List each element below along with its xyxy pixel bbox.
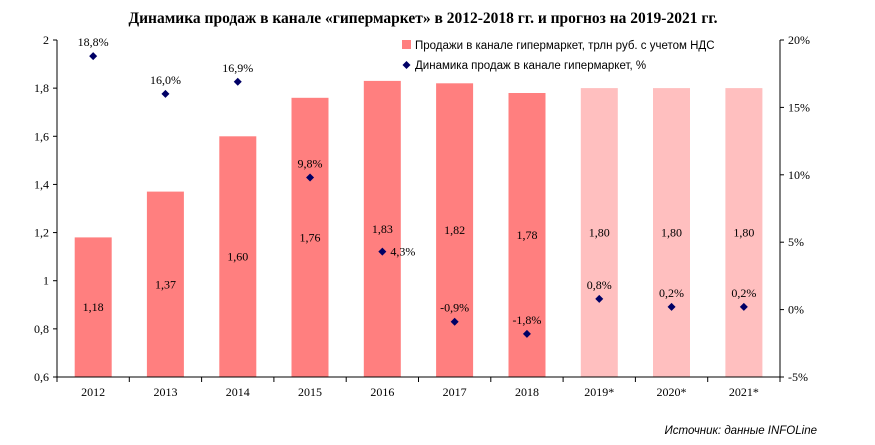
bar-2021* [725, 88, 763, 377]
x-tick-label: 2014 [226, 385, 250, 399]
y-right-tick-label: 15% [788, 100, 810, 114]
source-note: Источник: данные INFOLine [665, 425, 817, 437]
x-tick-label: 2019* [584, 385, 614, 399]
point-value-label: 9,8% [298, 156, 323, 170]
point-value-label: 18,8% [78, 35, 109, 49]
point-2016 [378, 247, 387, 256]
bar-value-label: 1,60 [227, 250, 248, 264]
y-right-tick-label: 10% [788, 168, 810, 182]
bar-value-label: 1,37 [155, 277, 176, 291]
bar-2018 [508, 93, 546, 377]
point-value-label: 0,2% [731, 286, 756, 300]
point-2013 [161, 89, 170, 98]
point-2018 [522, 329, 531, 338]
y-right-tick-label: 20% [788, 33, 810, 47]
point-2020* [667, 302, 676, 311]
x-tick-label: 2012 [81, 385, 105, 399]
y-right-tick-label: 0% [788, 303, 804, 317]
y-left-tick-label: 1,2 [34, 226, 49, 240]
bar-2013 [146, 191, 184, 377]
bars-layer [74, 80, 763, 378]
bar-2012 [74, 237, 112, 377]
y-left-tick-label: 1,6 [34, 129, 49, 143]
point-2021* [739, 302, 748, 311]
x-tick-label: 2017 [443, 385, 467, 399]
point-2019* [595, 294, 604, 303]
bar-2014 [219, 136, 257, 377]
bar-2020* [653, 88, 690, 377]
point-value-label: 16,9% [222, 61, 253, 75]
y-left-tick-label: 0,8 [34, 322, 49, 336]
point-value-label: 0,2% [659, 286, 684, 300]
points-layer [89, 52, 748, 338]
point-value-label: 4,3% [390, 245, 415, 259]
point-value-label: -0,9% [440, 301, 469, 315]
point-2017 [450, 317, 459, 326]
point-value-label: 0,8% [587, 278, 612, 292]
legend-swatch-diamond [402, 61, 411, 69]
y-left-tick-label: 0,6 [34, 370, 49, 384]
bar-value-label: 1,80 [733, 226, 754, 240]
legend-label-diamond: Динамика продаж в канале гипермаркет, % [415, 60, 646, 72]
legend-swatch-bar [402, 40, 411, 49]
y-left-tick-label: 1,4 [34, 177, 49, 191]
x-tick-label: 2018 [515, 385, 539, 399]
point-value-label: 16,0% [150, 73, 181, 87]
point-2015 [306, 173, 315, 182]
point-2012 [89, 52, 98, 61]
bar-value-label: 1,78 [516, 228, 537, 242]
bar-2017 [436, 83, 474, 378]
x-tick-label: 2015 [298, 385, 322, 399]
y-left-tick-label: 1 [43, 274, 49, 288]
x-tick-label: 2016 [370, 385, 394, 399]
x-tick-label: 2020* [657, 385, 687, 399]
legend: Продажи в канале гипермаркет, трлн руб. … [402, 40, 715, 72]
bar-value-label: 1,80 [661, 226, 682, 240]
point-2014 [233, 77, 242, 86]
y-right-tick-label: 5% [788, 235, 804, 249]
bar-value-label: 1,82 [444, 223, 465, 237]
bar-value-label: 1,76 [300, 230, 321, 244]
bar-value-label: 1,18 [83, 300, 104, 314]
y-right-tick-label: -5% [788, 370, 808, 384]
legend-label-bar: Продажи в канале гипермаркет, трлн руб. … [415, 40, 715, 52]
bar-value-label: 1,80 [589, 226, 610, 240]
y-left-tick-label: 2 [43, 33, 49, 47]
bar-2015 [291, 97, 329, 378]
x-tick-label: 2021* [729, 385, 759, 399]
bar-2016 [363, 80, 401, 378]
chart-title: Динамика продаж в канале «гипермаркет» в… [128, 10, 717, 27]
axes-layer: 0,60,811,21,41,61,82-5%0%5%10%15%20%2012… [34, 33, 810, 399]
y-left-tick-label: 1,8 [34, 81, 49, 95]
point-value-label: -1,8% [512, 313, 541, 327]
bar-value-label: 1,83 [372, 222, 393, 236]
bar-2019* [580, 88, 618, 377]
labels-layer: 1,18 1,37 1,60 1,76 1,83 1,82 1,78 1,80 1,80 1,80… [78, 35, 757, 327]
x-tick-label: 2013 [153, 385, 177, 399]
